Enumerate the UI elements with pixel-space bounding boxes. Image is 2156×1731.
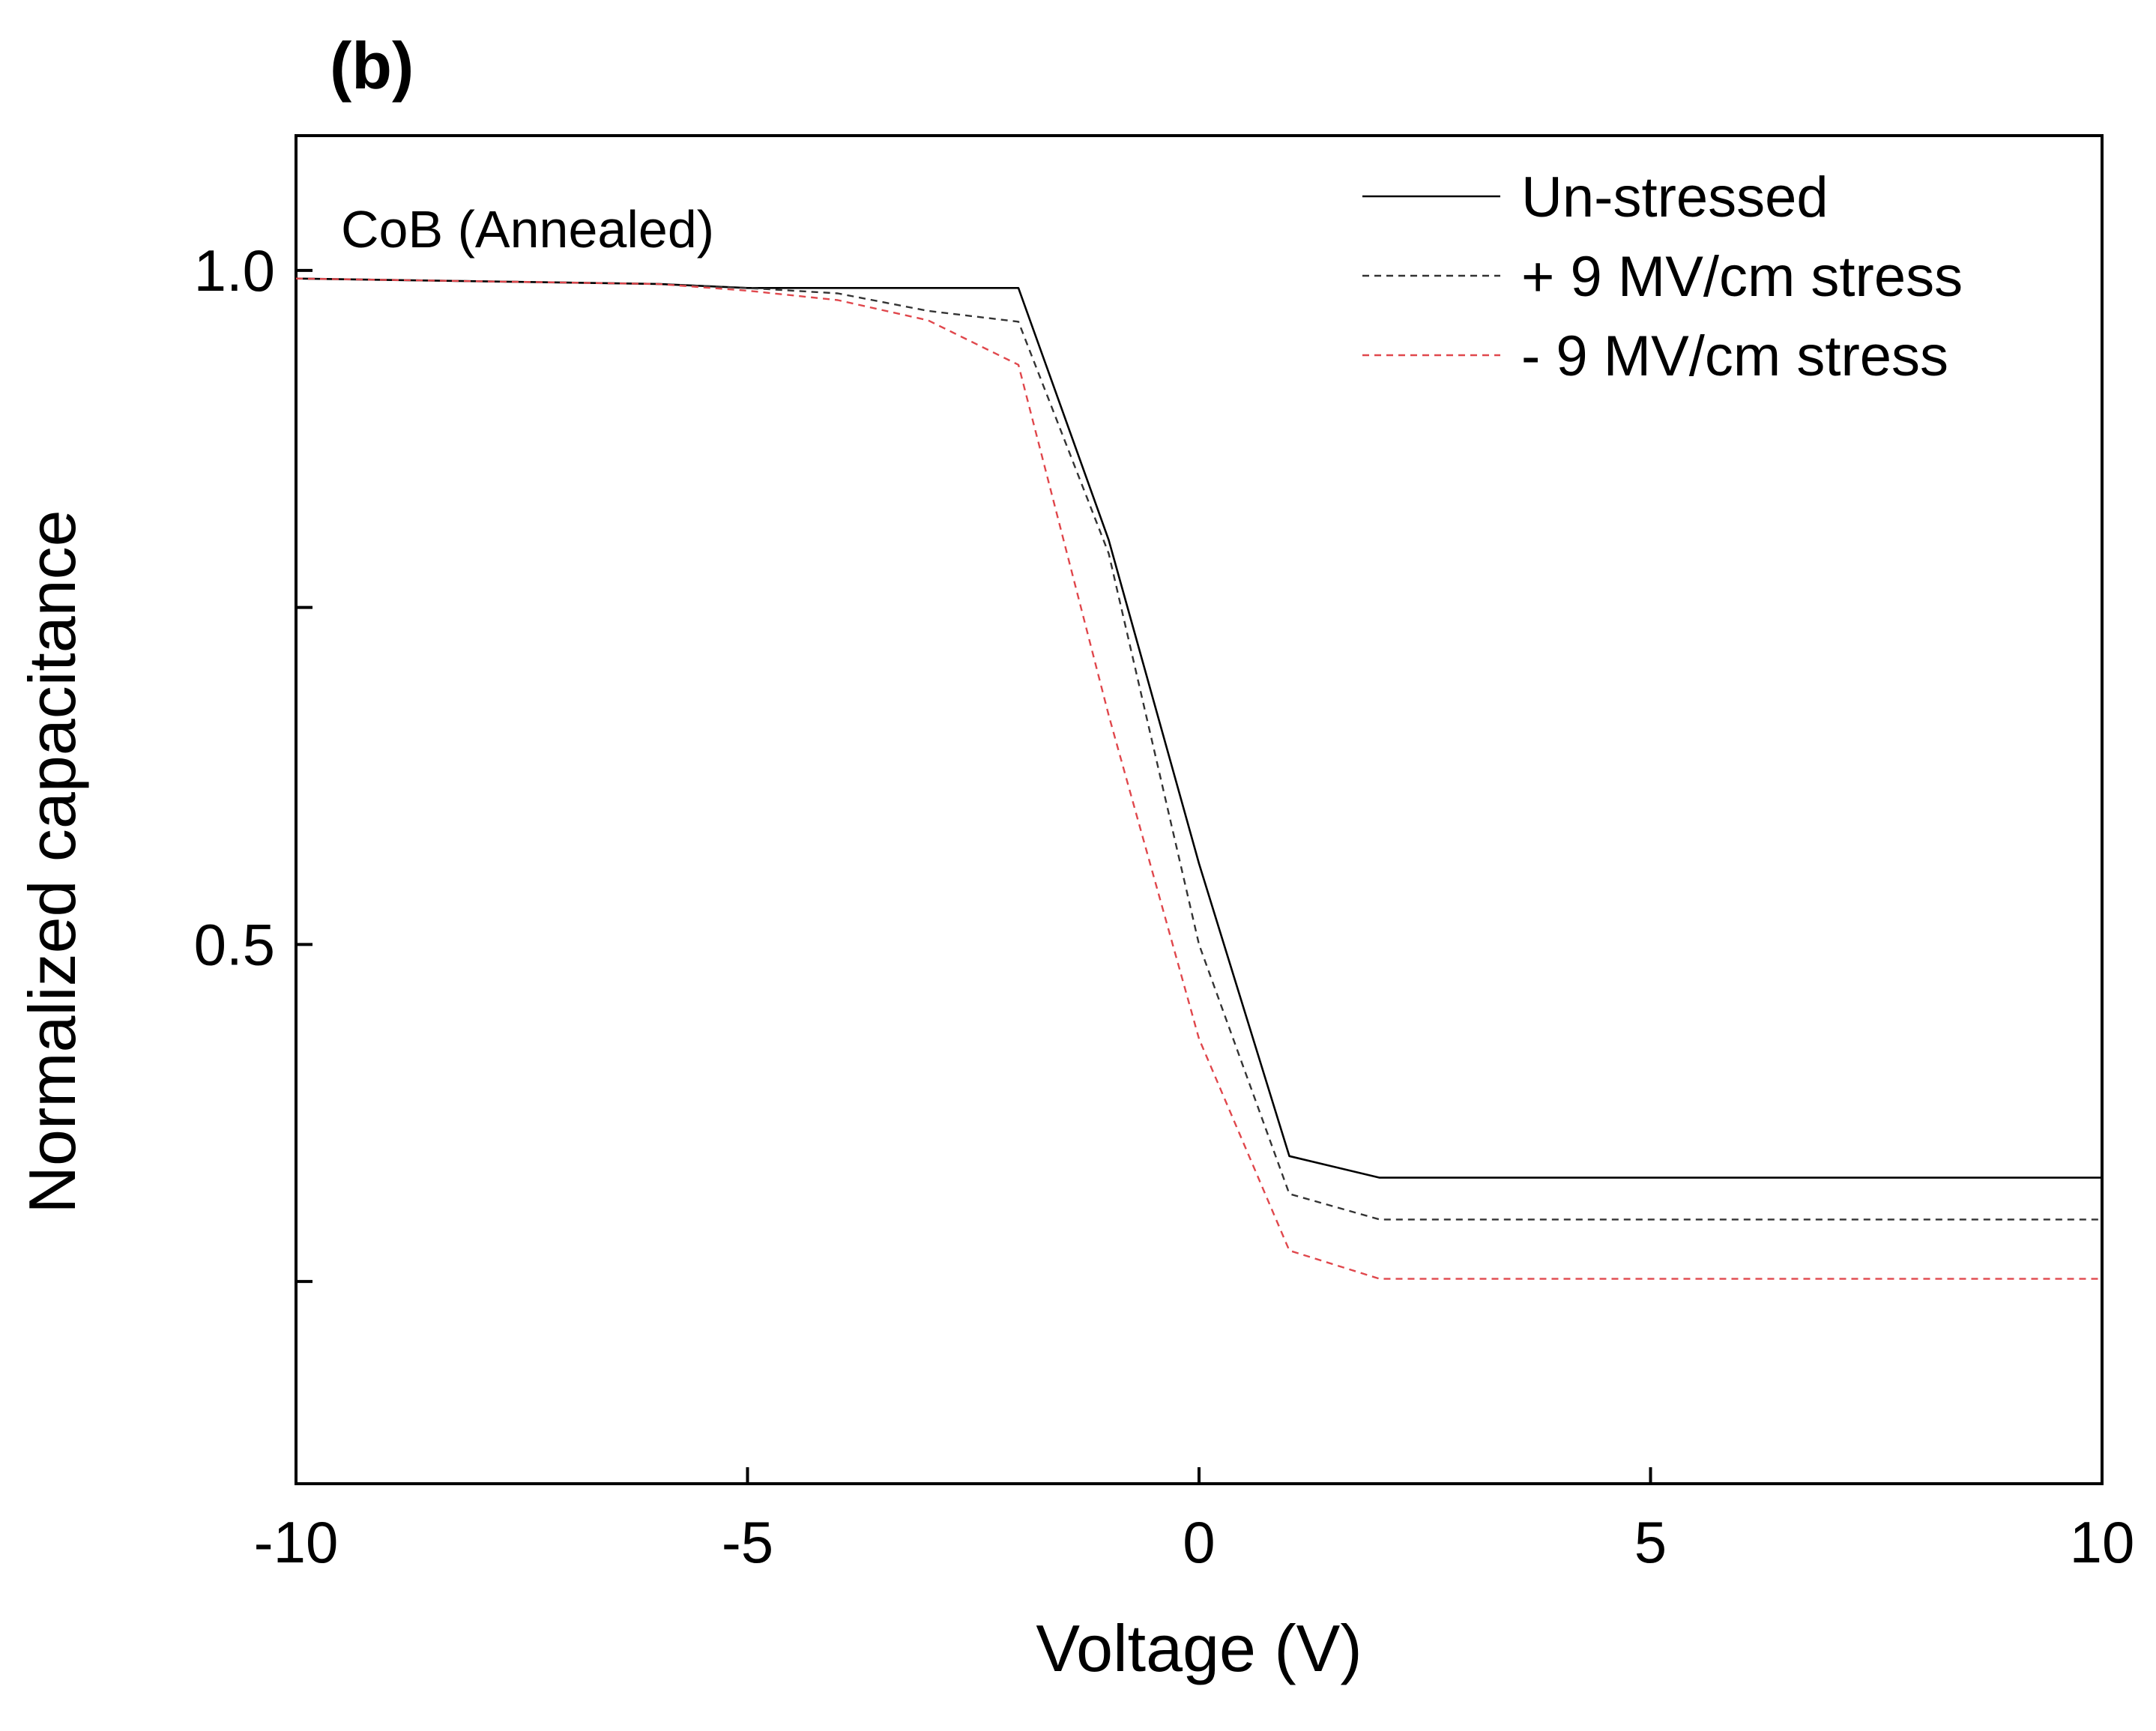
- y-axis-title: Normalized capacitance: [15, 510, 89, 1213]
- y-tick-label: 0.5: [194, 911, 275, 977]
- x-tick-label: -5: [722, 1509, 773, 1575]
- panel-label: (b): [330, 28, 414, 103]
- series-line-2: [295, 277, 2102, 1221]
- y-tick-label: 1.0: [194, 238, 275, 303]
- legend: Un-stressed + 9 MV/cm stress - 9 MV/cm str…: [1362, 166, 1963, 388]
- x-tick-label: 0: [1183, 1509, 1215, 1575]
- annotation-label: CoB (Annealed): [341, 200, 714, 259]
- legend-label-2: + 9 MV/cm stress: [1521, 245, 1963, 309]
- ticks-layer: -10 -5 0 5 10 0.5 1.0: [194, 238, 2135, 1575]
- series-line-3: [295, 277, 2102, 1280]
- series-layer: [295, 277, 2102, 1280]
- x-axis-title: Voltage (V): [1036, 1611, 1362, 1685]
- legend-label-1: Un-stressed: [1521, 166, 1829, 229]
- x-tick-label: 5: [1634, 1509, 1667, 1575]
- series-line-1: [295, 277, 2102, 1179]
- x-tick-label: 10: [2070, 1509, 2135, 1575]
- legend-label-3: - 9 MV/cm stress: [1521, 324, 1948, 388]
- x-tick-label: -10: [254, 1509, 339, 1575]
